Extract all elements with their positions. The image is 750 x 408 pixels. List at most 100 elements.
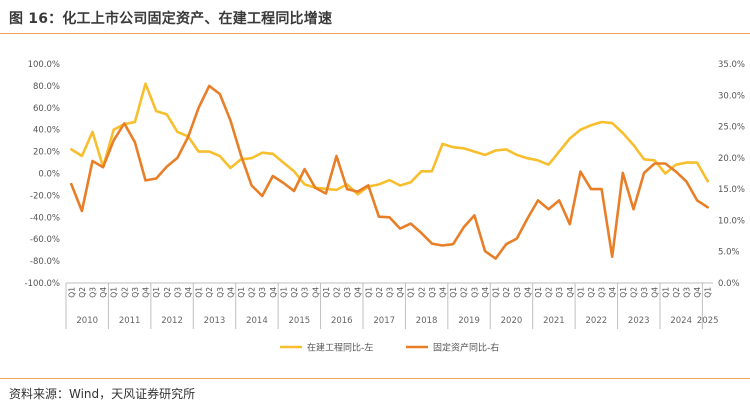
x-axis-quarter-label: Q1 bbox=[492, 287, 501, 298]
x-axis-year-label: 2023 bbox=[628, 316, 650, 326]
right-axis-tick-label: 15.0% bbox=[718, 185, 745, 195]
left-axis-tick-label: -60.0% bbox=[30, 235, 60, 245]
x-axis-year-label: 2012 bbox=[161, 316, 183, 326]
x-axis-quarter-label: Q3 bbox=[682, 287, 691, 298]
x-axis-quarter-label: Q1 bbox=[152, 287, 161, 298]
x-axis-quarter-label: Q1 bbox=[661, 287, 670, 298]
x-axis-quarter-label: Q4 bbox=[99, 287, 108, 298]
x-axis-quarter-label: Q3 bbox=[555, 287, 564, 298]
source-divider bbox=[0, 378, 750, 379]
x-axis-year-label: 2019 bbox=[458, 316, 480, 326]
chart-series bbox=[70, 82, 710, 260]
dual-axis-line-chart: 100.0% 80.0% 60.0% 40.0% 20.0% 0.0% -20.0% -40.… bbox=[25, 60, 746, 354]
x-axis-year-label: 2011 bbox=[119, 316, 141, 326]
x-axis-quarter-label: Q2 bbox=[502, 287, 511, 298]
x-axis-quarter-label: Q2 bbox=[587, 287, 596, 298]
x-axis-quarter-label: Q1 bbox=[449, 287, 458, 298]
left-axis-tick-label: -100.0% bbox=[25, 279, 60, 289]
x-axis-quarter-label: Q1 bbox=[237, 287, 246, 298]
x-axis-quarter-label: Q2 bbox=[248, 287, 257, 298]
x-axis-quarter-label: Q1 bbox=[322, 287, 331, 298]
x-axis-quarter-label: Q2 bbox=[460, 287, 469, 298]
x-axis-quarter-label: Q3 bbox=[513, 287, 522, 298]
x-axis-quarter-label: Q4 bbox=[354, 287, 363, 298]
x-axis-year-label: 2020 bbox=[501, 316, 523, 326]
x-axis-year-label: 2014 bbox=[246, 316, 268, 326]
x-axis-quarter-label: Q3 bbox=[216, 287, 225, 298]
x-axis-quarter-label: Q3 bbox=[301, 287, 310, 298]
left-axis-tick-label: 60.0% bbox=[33, 104, 60, 114]
x-axis-quarter-label: Q1 bbox=[364, 287, 373, 298]
x-axis-quarter-label: Q3 bbox=[173, 287, 182, 298]
left-axis-tick-label: 40.0% bbox=[33, 126, 60, 136]
x-axis-year-label: 2015 bbox=[289, 316, 311, 326]
x-axis-quarter-label: Q2 bbox=[375, 287, 384, 298]
x-axis-quarter-label: Q4 bbox=[693, 287, 702, 298]
x-axis-quarter-label: Q2 bbox=[78, 287, 87, 298]
x-axis-quarter-label: Q3 bbox=[386, 287, 395, 298]
x-axis-year-label: 2024 bbox=[670, 316, 692, 326]
x-axis-quarter-label: Q2 bbox=[120, 287, 129, 298]
fixed-assets-line bbox=[70, 84, 710, 260]
legend-label-fixed-assets: 固定资产同比-右 bbox=[433, 342, 499, 354]
x-axis-quarter-label: Q3 bbox=[640, 287, 649, 298]
x-axis-quarter-label: Q3 bbox=[428, 287, 437, 298]
x-axis-quarter-label: Q1 bbox=[704, 287, 713, 298]
x-axis-quarter-label: Q4 bbox=[142, 287, 151, 298]
chart-axes: 100.0% 80.0% 60.0% 40.0% 20.0% 0.0% -20.0% -40.… bbox=[25, 60, 745, 329]
x-axis-quarter-label: Q2 bbox=[417, 287, 426, 298]
left-axis-tick-label: 100.0% bbox=[28, 60, 60, 70]
x-axis-quarter-label: Q2 bbox=[163, 287, 172, 298]
chart-legend: 在建工程同比-左 固定资产同比-右 bbox=[280, 342, 499, 354]
x-axis-quarter-label: Q4 bbox=[269, 287, 278, 298]
left-axis-tick-label: -20.0% bbox=[30, 191, 60, 201]
x-axis-quarter-label: Q3 bbox=[470, 287, 479, 298]
x-axis-year-label: 2021 bbox=[543, 316, 565, 326]
left-axis-tick-label: 20.0% bbox=[33, 148, 60, 158]
right-axis-tick-label: 5.0% bbox=[718, 248, 740, 258]
x-axis-quarter-label: Q1 bbox=[576, 287, 585, 298]
x-axis-quarter-label: Q4 bbox=[439, 287, 448, 298]
left-axis-tick-label: 80.0% bbox=[33, 82, 60, 92]
x-axis-year-label: 2022 bbox=[586, 316, 608, 326]
x-axis-quarter-label: Q2 bbox=[205, 287, 214, 298]
x-axis-quarter-label: Q2 bbox=[545, 287, 554, 298]
x-axis-year-label: 2018 bbox=[416, 316, 438, 326]
x-axis-quarter-label: Q3 bbox=[343, 287, 352, 298]
figure-title: 图 16：化工上市公司固定资产、在建工程同比增速 bbox=[9, 11, 333, 27]
x-axis-quarter-label: Q3 bbox=[131, 287, 140, 298]
x-axis-quarter-label: Q2 bbox=[332, 287, 341, 298]
x-axis-year-label: 2013 bbox=[204, 316, 226, 326]
x-axis-quarter-label: Q1 bbox=[407, 287, 416, 298]
right-axis-tick-label: 0.0% bbox=[718, 279, 740, 289]
x-axis-quarter-label: Q1 bbox=[619, 287, 628, 298]
x-axis-quarter-label: Q4 bbox=[566, 287, 575, 298]
x-axis-quarter-label: Q4 bbox=[396, 287, 405, 298]
x-axis-quarter-label: Q4 bbox=[523, 287, 532, 298]
legend-label-construction: 在建工程同比-左 bbox=[307, 342, 373, 354]
x-axis-quarter-label: Q2 bbox=[290, 287, 299, 298]
title-divider bbox=[0, 33, 750, 34]
source-note: 资料来源：Wind，天风证券研究所 bbox=[9, 387, 196, 401]
x-axis-year-label: 2017 bbox=[373, 316, 395, 326]
x-axis-year-label: 2016 bbox=[331, 316, 353, 326]
x-axis-quarter-label: Q4 bbox=[481, 287, 490, 298]
left-axis-tick-label: 0.0% bbox=[38, 170, 60, 180]
x-axis-quarter-label: Q3 bbox=[258, 287, 267, 298]
x-axis-quarter-label: Q4 bbox=[311, 287, 320, 298]
x-axis-quarter-label: Q1 bbox=[67, 287, 76, 298]
x-axis-year-label: 2025 bbox=[697, 316, 719, 326]
right-axis-tick-label: 20.0% bbox=[718, 154, 745, 164]
construction-in-progress-line bbox=[70, 82, 710, 196]
x-axis-quarter-label: Q3 bbox=[89, 287, 98, 298]
x-axis-quarter-label: Q4 bbox=[226, 287, 235, 298]
right-axis-tick-label: 30.0% bbox=[718, 91, 745, 101]
right-axis-tick-label: 10.0% bbox=[718, 216, 745, 226]
left-axis-tick-label: -80.0% bbox=[30, 257, 60, 267]
x-axis-quarter-label: Q1 bbox=[110, 287, 119, 298]
right-axis-tick-label: 35.0% bbox=[718, 60, 745, 70]
x-axis-quarter-label: Q4 bbox=[184, 287, 193, 298]
x-axis-year-label: 2010 bbox=[76, 316, 98, 326]
x-axis-quarter-label: Q1 bbox=[195, 287, 204, 298]
x-axis-quarter-label: Q1 bbox=[534, 287, 543, 298]
